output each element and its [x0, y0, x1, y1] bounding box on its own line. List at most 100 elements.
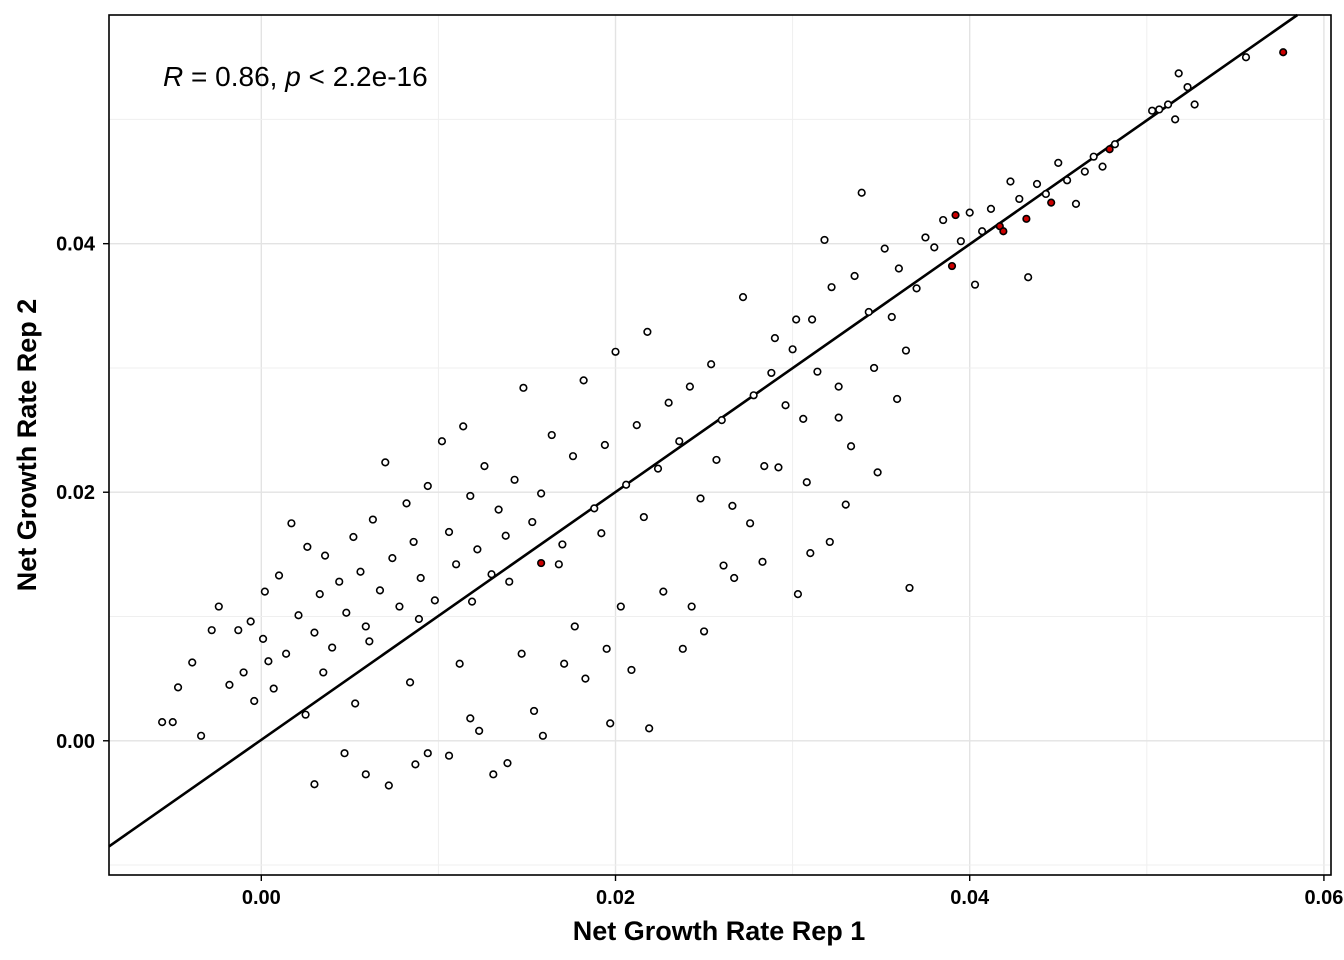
data-point [320, 551, 330, 560]
data-point [659, 587, 668, 596]
data-point [423, 481, 432, 491]
data-point [1054, 158, 1063, 167]
data-point [269, 684, 278, 693]
data-point [699, 627, 709, 636]
data-point [538, 731, 547, 740]
data-point [1163, 100, 1173, 109]
y-tick-label: 0.02 [56, 482, 95, 504]
data-point [864, 307, 873, 317]
data-point [1110, 140, 1120, 149]
data-point [480, 462, 489, 471]
highlighted-data-point [1279, 48, 1288, 57]
y-axis-title: Net Growth Rate Rep 2 [12, 299, 42, 592]
data-point [894, 264, 903, 273]
data-point [411, 760, 420, 769]
data-point [887, 312, 896, 322]
correlation-annotation: R = 0.86, p < 2.2e-16 [163, 61, 428, 92]
data-point [581, 674, 590, 683]
data-point [368, 515, 377, 524]
data-point [287, 519, 296, 528]
data-point [788, 345, 797, 354]
p-value: < 2.2e-16 [301, 61, 428, 92]
data-point [528, 517, 537, 527]
data-point [912, 284, 921, 293]
data-point [214, 602, 223, 611]
data-point [653, 464, 663, 473]
data-point [437, 437, 447, 446]
data-point [351, 699, 360, 708]
data-point [746, 519, 755, 528]
data-point [901, 346, 911, 355]
data-point [173, 683, 183, 692]
data-point [388, 553, 397, 563]
data-point [834, 382, 843, 391]
data-point [250, 696, 259, 706]
data-point [600, 440, 609, 450]
data-point [517, 649, 526, 658]
data-point [558, 540, 567, 549]
data-point [335, 577, 344, 586]
data-point [825, 537, 834, 547]
data-point [939, 215, 948, 225]
data-point [246, 617, 255, 626]
data-point [294, 611, 303, 620]
data-point [850, 271, 859, 281]
data-point [893, 394, 902, 404]
data-point [260, 587, 269, 596]
data-point [467, 597, 477, 606]
data-point [384, 781, 393, 790]
data-point [444, 751, 454, 760]
data-point [1024, 273, 1033, 282]
data-point [841, 500, 850, 509]
data-point [473, 545, 482, 554]
data-point [475, 726, 484, 735]
data-point [489, 770, 498, 779]
data-point [501, 531, 510, 540]
y-tick-label: 0.04 [56, 234, 96, 256]
data-point [402, 499, 411, 508]
data-point [767, 368, 776, 378]
data-points [158, 48, 1288, 790]
data-point [643, 327, 652, 337]
p-symbol: p [284, 61, 301, 92]
y-tick-label: 0.00 [56, 731, 95, 753]
data-point [239, 668, 248, 677]
data-point [1241, 53, 1251, 62]
data-point [611, 347, 620, 356]
highlighted-data-point [951, 210, 960, 220]
data-point [301, 710, 310, 719]
r-symbol: R [163, 61, 183, 92]
data-point [409, 537, 418, 547]
data-point [1183, 82, 1192, 92]
data-point [1089, 152, 1098, 161]
data-point [602, 644, 611, 653]
data-point [158, 718, 167, 727]
data-point [873, 468, 882, 477]
data-point [365, 637, 374, 646]
data-point [303, 542, 312, 552]
data-point [466, 491, 475, 501]
data-point [728, 501, 737, 510]
data-point [774, 463, 783, 472]
data-point [664, 398, 673, 407]
data-point [361, 622, 370, 631]
data-point [793, 590, 803, 599]
data-point [319, 668, 328, 677]
data-point [1190, 100, 1199, 109]
data-point [760, 462, 769, 471]
data-point [310, 780, 319, 789]
data-point [696, 494, 705, 503]
data-point [466, 714, 475, 723]
data-point [965, 208, 974, 217]
data-point [1098, 162, 1107, 171]
data-point [361, 770, 370, 779]
data-point [510, 475, 519, 484]
data-point [834, 413, 843, 422]
data-point [264, 657, 273, 666]
data-point [792, 315, 801, 324]
data-point [503, 759, 512, 768]
data-point [554, 560, 563, 569]
x-tick-label: 0.02 [596, 887, 635, 909]
